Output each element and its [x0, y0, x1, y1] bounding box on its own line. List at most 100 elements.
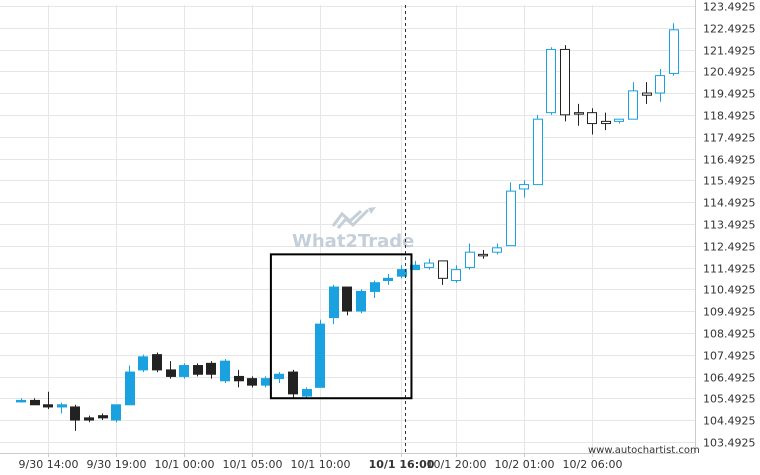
y-tick-label: 114.4925: [703, 197, 756, 210]
y-tick-label: 103.4925: [703, 437, 756, 450]
chart-line-logo-icon: [331, 207, 376, 229]
candle: [587, 108, 597, 135]
attribution-text: www.autochartist.com: [588, 445, 700, 456]
grid-lines: [0, 5, 695, 453]
candle-body: [342, 286, 352, 312]
candle: [84, 415, 94, 423]
candle-body: [329, 286, 339, 319]
y-tick-label: 119.4925: [703, 88, 756, 101]
candle-body: [193, 365, 203, 375]
candle-body: [274, 373, 284, 380]
x-tick-label: 10/2 06:00: [563, 458, 623, 471]
candle: [383, 273, 393, 285]
candle: [506, 182, 516, 247]
y-axis-tick-labels: 123.4925 122.4925 121.4925 120.4925 119.4925…: [703, 1, 756, 450]
candle-body: [302, 389, 312, 397]
candle-body: [220, 360, 230, 382]
candle: [247, 376, 257, 388]
candle: [438, 260, 448, 285]
candle-body: [247, 378, 257, 386]
candle-body: [84, 417, 94, 421]
y-tick-label: 122.4925: [703, 23, 756, 36]
candle-body: [519, 184, 529, 190]
candles: [16, 23, 679, 431]
candle-body: [206, 362, 216, 375]
x-tick-label: 10/2 01:00: [495, 458, 555, 471]
y-tick-label: 112.4925: [703, 241, 756, 254]
candle-body: [628, 90, 638, 120]
candle: [533, 114, 543, 186]
candle-body: [57, 404, 67, 408]
candle-body: [43, 404, 53, 408]
candle-body: [315, 323, 325, 388]
candle-body: [587, 112, 597, 125]
candle: [30, 398, 40, 406]
candle-body: [261, 378, 271, 386]
candle: [193, 363, 203, 377]
candle-body: [533, 118, 543, 186]
candle: [111, 404, 121, 423]
candle-body: [560, 48, 570, 116]
candle-body: [451, 269, 461, 282]
candle-body: [546, 48, 556, 114]
x-tick-label: 9/30 14:00: [19, 458, 79, 471]
x-tick-label: 10/1 16:00: [369, 458, 435, 471]
watermark: What2Trade: [292, 207, 414, 252]
candle: [465, 243, 475, 270]
y-tick-label: 120.4925: [703, 66, 756, 79]
candle-body: [179, 365, 189, 377]
candle: [478, 249, 488, 259]
candle: [397, 265, 407, 279]
y-tick-label: 113.4925: [703, 219, 756, 232]
candle: [43, 391, 53, 410]
y-tick-label: 123.4925: [703, 1, 756, 14]
candle: [669, 23, 679, 76]
y-tick-label: 104.4925: [703, 415, 756, 428]
watermark-text: What2Trade: [292, 231, 414, 252]
candle: [560, 45, 570, 122]
candle: [519, 180, 529, 198]
x-tick-label: 9/30 19:00: [87, 458, 147, 471]
candle: [315, 319, 325, 388]
candle: [342, 286, 352, 316]
y-tick-label: 115.4925: [703, 175, 756, 188]
candle: [16, 398, 26, 403]
candle: [302, 387, 312, 399]
candle: [614, 118, 624, 124]
candle: [288, 369, 298, 399]
candle-body: [669, 29, 679, 74]
candle-body: [614, 118, 624, 122]
candle: [329, 284, 339, 325]
candle-body: [356, 290, 366, 312]
candle: [546, 47, 556, 115]
candle-body: [166, 369, 176, 377]
x-tick-label: 10/1 05:00: [223, 458, 283, 471]
candle: [370, 280, 380, 298]
candle: [356, 289, 366, 314]
axes: [0, 0, 696, 457]
candle: [179, 363, 189, 379]
y-tick-label: 108.4925: [703, 328, 756, 341]
candle: [642, 82, 652, 104]
candle: [234, 369, 244, 388]
candle: [152, 352, 162, 373]
y-tick-label: 107.4925: [703, 350, 756, 363]
candle-body: [70, 406, 80, 421]
candle-body: [111, 404, 121, 421]
candle-body: [478, 253, 488, 257]
candle: [57, 402, 67, 414]
y-tick-label: 116.4925: [703, 154, 756, 167]
y-tick-label: 121.4925: [703, 45, 756, 58]
candle-body: [30, 399, 40, 406]
candle-body: [288, 371, 298, 395]
candle: [492, 243, 502, 255]
candle-body: [138, 356, 148, 371]
candle-body: [370, 282, 380, 292]
candle-body: [642, 92, 652, 96]
candle-body: [397, 269, 407, 277]
candle: [628, 82, 638, 120]
candle-body: [655, 75, 665, 94]
candle: [206, 361, 216, 379]
